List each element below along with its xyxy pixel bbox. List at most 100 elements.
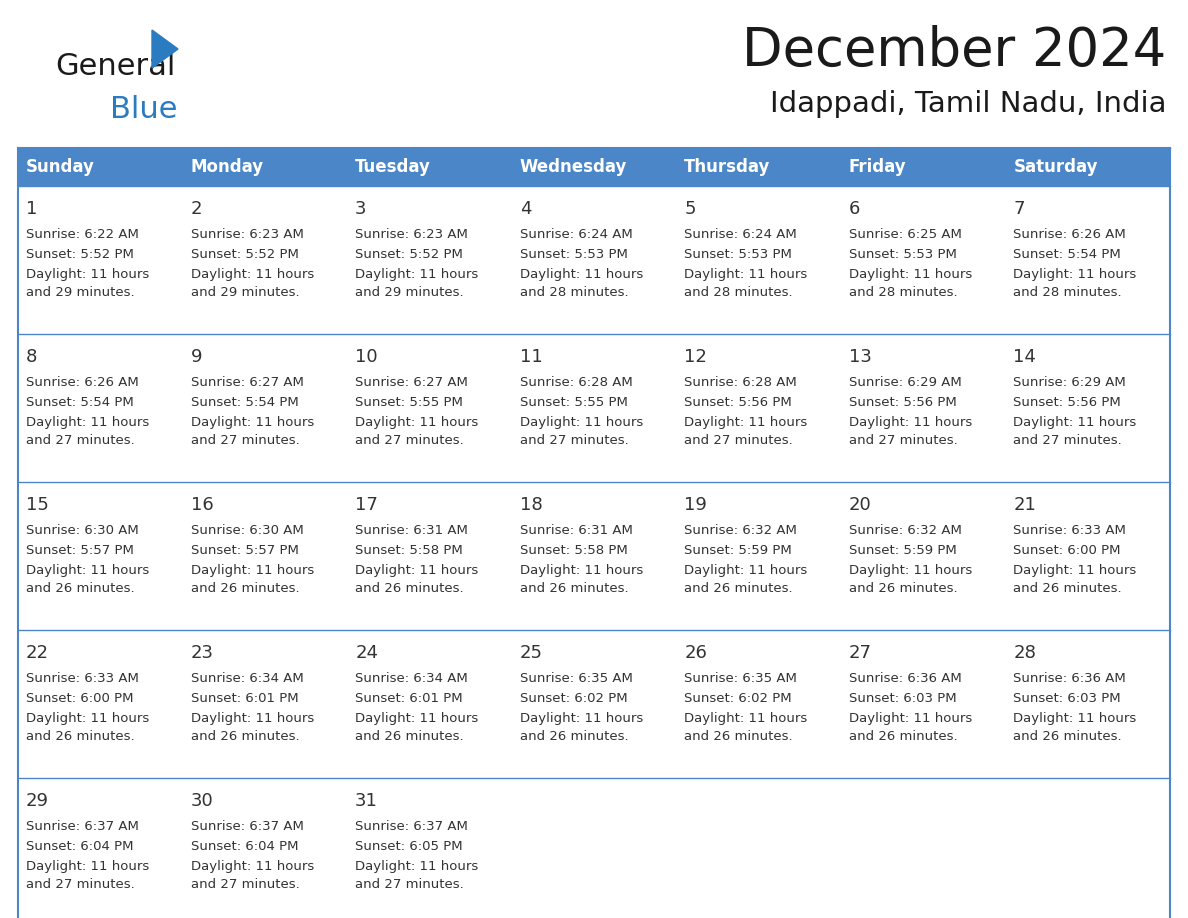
Bar [1005, 630, 1170, 778]
Text: 20: 20 [849, 496, 872, 514]
Text: Sunrise: 6:27 AM: Sunrise: 6:27 AM [355, 376, 468, 389]
Text: Sunset: 5:52 PM: Sunset: 5:52 PM [355, 248, 463, 261]
Text: Sunset: 6:04 PM: Sunset: 6:04 PM [26, 840, 133, 853]
Text: Sunrise: 6:34 AM: Sunrise: 6:34 AM [355, 672, 468, 685]
Text: Daylight: 11 hours: Daylight: 11 hours [684, 416, 808, 429]
Text: Sunset: 5:53 PM: Sunset: 5:53 PM [519, 248, 627, 261]
Text: and 26 minutes.: and 26 minutes. [190, 582, 299, 595]
Text: Sunset: 5:53 PM: Sunset: 5:53 PM [684, 248, 792, 261]
Bar [676, 630, 841, 778]
Bar [347, 148, 512, 186]
Text: Sunrise: 6:36 AM: Sunrise: 6:36 AM [1013, 672, 1126, 685]
Text: and 29 minutes.: and 29 minutes. [190, 286, 299, 299]
Bar [676, 482, 841, 630]
Bar [18, 334, 183, 482]
Text: Daylight: 11 hours: Daylight: 11 hours [519, 268, 643, 281]
Text: Daylight: 11 hours: Daylight: 11 hours [190, 564, 314, 577]
Bar [512, 186, 676, 334]
Text: Daylight: 11 hours: Daylight: 11 hours [849, 712, 972, 725]
Text: 25: 25 [519, 644, 543, 662]
Bar [347, 630, 512, 778]
Text: 27: 27 [849, 644, 872, 662]
Text: Sunset: 5:55 PM: Sunset: 5:55 PM [355, 396, 463, 409]
Text: 24: 24 [355, 644, 378, 662]
Text: Sunset: 5:54 PM: Sunset: 5:54 PM [26, 396, 134, 409]
Text: 17: 17 [355, 496, 378, 514]
Text: 7: 7 [1013, 200, 1025, 218]
Text: Sunrise: 6:26 AM: Sunrise: 6:26 AM [1013, 228, 1126, 241]
Text: Sunset: 5:52 PM: Sunset: 5:52 PM [26, 248, 134, 261]
Text: Daylight: 11 hours: Daylight: 11 hours [190, 712, 314, 725]
Text: 8: 8 [26, 348, 37, 366]
Text: Sunset: 6:00 PM: Sunset: 6:00 PM [1013, 544, 1121, 557]
Text: and 28 minutes.: and 28 minutes. [1013, 286, 1121, 299]
Bar [18, 148, 183, 186]
Text: Saturday: Saturday [1013, 158, 1098, 176]
Text: and 27 minutes.: and 27 minutes. [1013, 434, 1123, 447]
Text: and 29 minutes.: and 29 minutes. [26, 286, 134, 299]
Text: Sunday: Sunday [26, 158, 95, 176]
Bar [841, 630, 1005, 778]
Text: and 26 minutes.: and 26 minutes. [849, 730, 958, 743]
Text: Daylight: 11 hours: Daylight: 11 hours [26, 860, 150, 873]
Bar [347, 186, 512, 334]
Text: Sunrise: 6:35 AM: Sunrise: 6:35 AM [519, 672, 632, 685]
Text: 2: 2 [190, 200, 202, 218]
Text: Daylight: 11 hours: Daylight: 11 hours [1013, 712, 1137, 725]
Text: and 26 minutes.: and 26 minutes. [1013, 730, 1121, 743]
Text: Sunrise: 6:30 AM: Sunrise: 6:30 AM [26, 524, 139, 537]
Text: Friday: Friday [849, 158, 906, 176]
Text: Daylight: 11 hours: Daylight: 11 hours [849, 268, 972, 281]
Text: Daylight: 11 hours: Daylight: 11 hours [355, 712, 479, 725]
Bar [512, 630, 676, 778]
Text: Thursday: Thursday [684, 158, 771, 176]
Text: 12: 12 [684, 348, 707, 366]
Text: Daylight: 11 hours: Daylight: 11 hours [355, 416, 479, 429]
Text: and 27 minutes.: and 27 minutes. [26, 878, 134, 891]
Text: Sunrise: 6:37 AM: Sunrise: 6:37 AM [26, 820, 139, 833]
Bar [347, 482, 512, 630]
Text: and 27 minutes.: and 27 minutes. [519, 434, 628, 447]
Text: Sunrise: 6:37 AM: Sunrise: 6:37 AM [190, 820, 303, 833]
Text: 11: 11 [519, 348, 543, 366]
Text: Daylight: 11 hours: Daylight: 11 hours [190, 268, 314, 281]
Text: and 27 minutes.: and 27 minutes. [26, 434, 134, 447]
Bar [347, 334, 512, 482]
Text: Sunset: 5:55 PM: Sunset: 5:55 PM [519, 396, 627, 409]
Bar [841, 148, 1005, 186]
Text: and 29 minutes.: and 29 minutes. [355, 286, 463, 299]
Bar [347, 778, 512, 918]
Text: Daylight: 11 hours: Daylight: 11 hours [519, 416, 643, 429]
Text: Sunrise: 6:34 AM: Sunrise: 6:34 AM [190, 672, 303, 685]
Text: Daylight: 11 hours: Daylight: 11 hours [684, 564, 808, 577]
Text: 4: 4 [519, 200, 531, 218]
Bar [841, 482, 1005, 630]
Bar [841, 778, 1005, 918]
Text: and 28 minutes.: and 28 minutes. [849, 286, 958, 299]
Text: Sunset: 6:01 PM: Sunset: 6:01 PM [190, 692, 298, 705]
Text: Sunset: 5:57 PM: Sunset: 5:57 PM [26, 544, 134, 557]
Text: Sunrise: 6:30 AM: Sunrise: 6:30 AM [190, 524, 303, 537]
Text: Sunset: 6:04 PM: Sunset: 6:04 PM [190, 840, 298, 853]
Text: 31: 31 [355, 792, 378, 810]
Text: 30: 30 [190, 792, 214, 810]
Text: 26: 26 [684, 644, 707, 662]
Text: 3: 3 [355, 200, 367, 218]
Text: Sunrise: 6:32 AM: Sunrise: 6:32 AM [684, 524, 797, 537]
Bar [512, 778, 676, 918]
Text: Sunrise: 6:33 AM: Sunrise: 6:33 AM [26, 672, 139, 685]
Text: Sunrise: 6:35 AM: Sunrise: 6:35 AM [684, 672, 797, 685]
Text: and 26 minutes.: and 26 minutes. [26, 730, 134, 743]
Bar [18, 482, 183, 630]
Text: Sunrise: 6:33 AM: Sunrise: 6:33 AM [1013, 524, 1126, 537]
Text: 22: 22 [26, 644, 49, 662]
Text: 28: 28 [1013, 644, 1036, 662]
Text: Sunrise: 6:23 AM: Sunrise: 6:23 AM [355, 228, 468, 241]
Text: Wednesday: Wednesday [519, 158, 627, 176]
Text: Sunset: 6:01 PM: Sunset: 6:01 PM [355, 692, 463, 705]
Text: and 26 minutes.: and 26 minutes. [519, 730, 628, 743]
Text: Daylight: 11 hours: Daylight: 11 hours [519, 564, 643, 577]
Text: Daylight: 11 hours: Daylight: 11 hours [355, 268, 479, 281]
Text: and 26 minutes.: and 26 minutes. [355, 730, 463, 743]
Text: and 28 minutes.: and 28 minutes. [519, 286, 628, 299]
